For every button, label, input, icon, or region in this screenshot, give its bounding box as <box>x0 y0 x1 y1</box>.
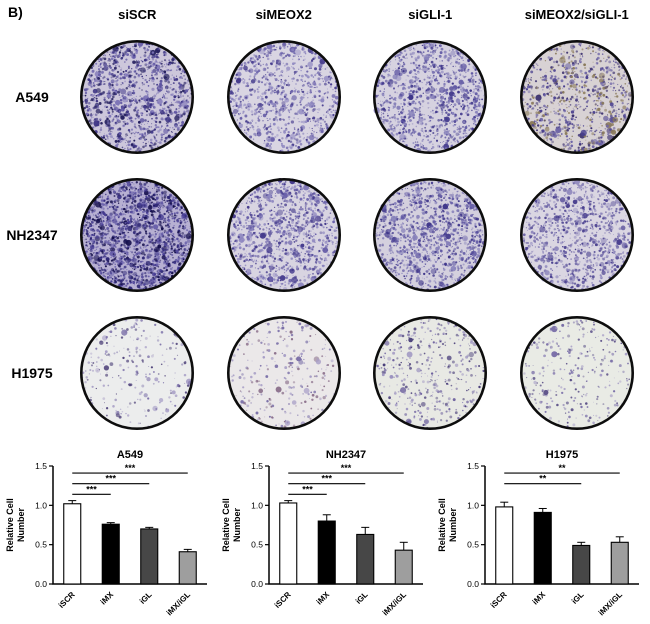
transwell-image-nh2347-combo <box>504 166 650 304</box>
row-label-nh2347: NH2347 <box>6 227 58 243</box>
transwell-image-a549-combo <box>504 28 650 166</box>
transwell-image-a549-sigli1 <box>357 28 504 166</box>
column-header-simeox2: siMEOX2 <box>255 6 312 22</box>
bar-chart-nh2347: NH2347 Relative Cell Number 0.0 0.5 1.0 1.5 ***… <box>217 444 433 624</box>
transwell-image-h1975-sigli1 <box>357 304 504 442</box>
transwell-image-nh2347-simeox2 <box>211 166 358 304</box>
transwell-image-grid: B) siSCR siMEOX2 siGLI-1 siMEOX2/siGLI-1… <box>6 4 650 442</box>
panel-label: B) <box>8 4 23 20</box>
transwell-image-h1975-siscr <box>64 304 211 442</box>
transwell-image-h1975-simeox2 <box>211 304 358 442</box>
bar-chart-h1975: H1975 Relative Cell Number 0.0 0.5 1.0 1.5 ** **… <box>433 444 649 624</box>
bar-chart-a549: A549 Relative Cell Number 0.0 0.5 1.0 1.5 *** **… <box>1 444 217 624</box>
transwell-image-nh2347-siscr <box>64 166 211 304</box>
transwell-image-a549-simeox2 <box>211 28 358 166</box>
row-label-a549: A549 <box>15 89 49 105</box>
bar-chart-row: A549 Relative Cell Number 0.0 0.5 1.0 1.5 *** **… <box>0 442 650 624</box>
row-label-h1975: H1975 <box>11 365 53 381</box>
transwell-image-a549-siscr <box>64 28 211 166</box>
transwell-image-nh2347-sigli1 <box>357 166 504 304</box>
column-header-siscr: siSCR <box>118 6 157 22</box>
transwell-image-h1975-combo <box>504 304 650 442</box>
column-header-simeox2-sigli1: siMEOX2/siGLI-1 <box>524 6 629 22</box>
column-header-sigli1: siGLI-1 <box>408 6 453 22</box>
